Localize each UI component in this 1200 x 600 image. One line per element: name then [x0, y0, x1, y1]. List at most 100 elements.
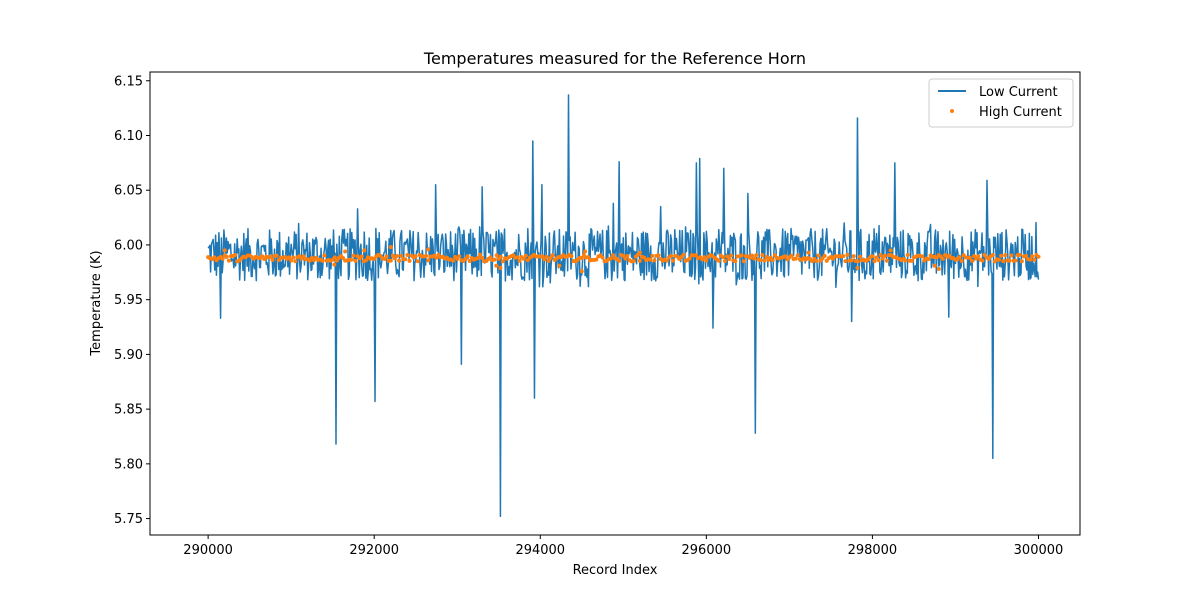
high-current-point: [970, 258, 975, 263]
series-low-current: [207, 94, 1040, 518]
high-current-point: [407, 258, 412, 263]
high-current-point: [621, 253, 626, 258]
high-current-point: [882, 253, 887, 258]
high-current-point: [388, 258, 393, 263]
high-current-point: [1019, 259, 1024, 264]
high-current-point: [586, 255, 591, 260]
x-tick-label: 292000: [349, 543, 399, 558]
high-current-point: [546, 258, 551, 263]
high-current-point: [1009, 253, 1014, 258]
legend-high-current-swatch: [950, 109, 954, 113]
high-current-point: [550, 253, 555, 258]
high-current-point: [405, 253, 410, 258]
high-current-point: [569, 254, 574, 259]
high-current-point: [876, 258, 881, 263]
x-axis-label: Record Index: [573, 563, 658, 578]
high-current-point: [857, 254, 862, 259]
high-current-point: [233, 253, 238, 258]
high-current-point: [498, 265, 503, 270]
high-current-point: [413, 254, 418, 259]
high-current-point: [610, 253, 615, 258]
high-current-point: [426, 258, 431, 263]
high-current-point: [1003, 253, 1008, 258]
high-current-point: [399, 253, 404, 258]
high-current-point: [681, 252, 686, 257]
high-current-point: [397, 258, 402, 263]
high-current-point: [608, 256, 613, 261]
high-current-point: [760, 253, 765, 258]
high-current-point: [733, 259, 738, 264]
high-current-point: [1013, 258, 1018, 263]
high-current-point: [909, 258, 914, 263]
high-current-point: [959, 259, 964, 264]
high-current-point: [291, 255, 296, 260]
high-current-point: [434, 255, 439, 260]
high-current-point: [583, 249, 588, 254]
high-current-point: [814, 259, 819, 264]
high-current-point: [1007, 258, 1012, 263]
high-current-point: [631, 258, 636, 263]
high-current-point: [1017, 252, 1022, 257]
high-current-point: [845, 252, 850, 257]
high-current-point: [656, 253, 661, 258]
high-current-point: [465, 254, 470, 259]
chart-title: Temperatures measured for the Reference …: [423, 49, 806, 68]
legend-low-current-label: Low Current: [979, 85, 1058, 100]
high-current-point: [980, 258, 985, 263]
high-current-point: [637, 258, 642, 263]
high-current-point: [716, 258, 721, 263]
high-current-point: [617, 258, 622, 263]
high-current-point: [212, 255, 217, 260]
high-current-point: [920, 254, 925, 259]
high-current-point: [878, 253, 883, 258]
high-current-point: [976, 254, 981, 259]
high-current-point: [884, 258, 889, 263]
high-current-point: [905, 252, 910, 257]
x-tick-label: 290000: [183, 543, 233, 558]
high-current-point: [359, 254, 364, 259]
high-current-point: [332, 262, 337, 267]
high-current-point: [997, 257, 1002, 262]
high-current-point: [274, 253, 279, 258]
high-current-point: [1001, 259, 1006, 264]
high-current-point: [351, 253, 356, 258]
high-current-point: [967, 255, 972, 260]
high-current-point: [1028, 257, 1033, 262]
x-tick-label: 296000: [682, 543, 732, 558]
high-current-point: [855, 259, 860, 264]
high-current-point: [293, 259, 298, 264]
high-current-point: [855, 265, 860, 270]
high-current-point: [750, 253, 755, 258]
y-tick-label: 5.85: [114, 403, 143, 418]
high-current-point: [517, 258, 522, 263]
high-current-point: [426, 247, 431, 252]
high-current-point: [521, 256, 526, 261]
y-tick-label: 6.00: [114, 238, 143, 253]
high-current-point: [870, 254, 875, 259]
high-current-point: [957, 255, 962, 260]
high-current-point: [704, 258, 709, 263]
y-axis: 5.75 5.80 5.85 5.90 5.95 6.00 6.05 6.10 6.15: [114, 74, 150, 527]
high-current-point: [579, 256, 584, 260]
high-current-point: [363, 258, 368, 263]
high-current-point: [664, 258, 669, 263]
high-current-point: [492, 257, 497, 262]
high-current-point: [932, 263, 937, 268]
high-current-point: [557, 263, 562, 268]
high-current-point: [480, 255, 485, 260]
high-current-point: [349, 257, 354, 262]
high-current-point: [702, 255, 707, 260]
high-current-point: [727, 257, 732, 262]
high-current-point: [224, 254, 229, 259]
high-current-point: [851, 254, 856, 259]
high-current-point: [424, 253, 429, 258]
high-current-point: [874, 255, 879, 260]
y-tick-label: 6.10: [114, 129, 143, 144]
high-current-point: [723, 258, 728, 263]
high-current-point: [403, 257, 408, 262]
high-current-point: [226, 258, 231, 263]
high-current-point: [222, 248, 227, 253]
high-current-point: [764, 255, 769, 260]
y-tick-label: 5.80: [114, 457, 143, 472]
high-current-point: [388, 245, 393, 250]
